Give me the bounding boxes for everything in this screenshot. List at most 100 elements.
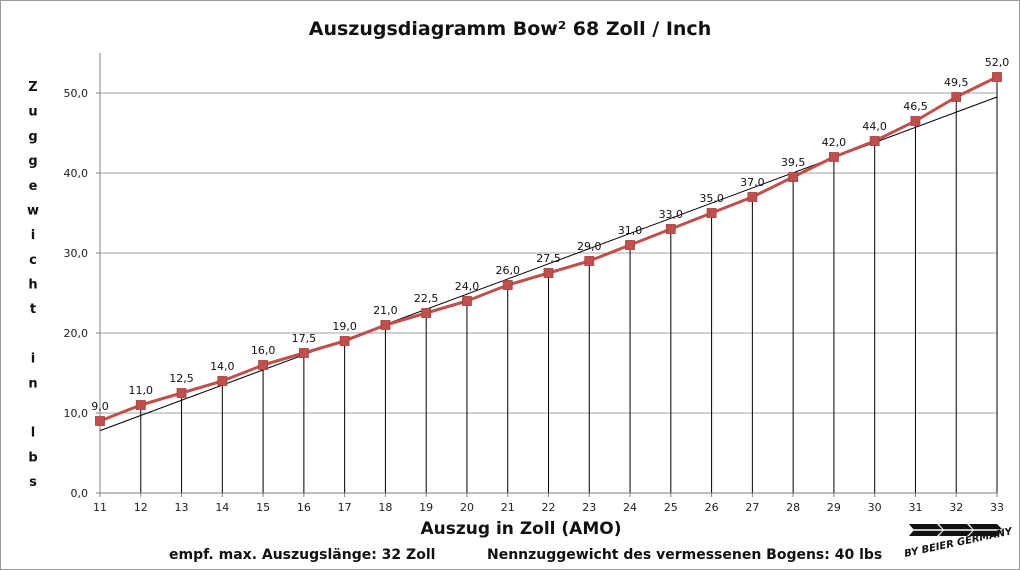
data-label: 17,5 — [292, 332, 317, 345]
data-label: 49,5 — [944, 76, 969, 89]
y-axis-label-char: s — [29, 475, 37, 490]
y-tick-label: 30,0 — [64, 247, 89, 260]
data-label: 37,0 — [740, 176, 765, 189]
x-tick-label: 19 — [419, 501, 433, 514]
x-tick-label: 13 — [175, 501, 189, 514]
y-axis-label-char: t — [30, 302, 36, 317]
data-label: 14,0 — [210, 360, 235, 373]
x-tick-label: 20 — [460, 501, 474, 514]
x-tick-label: 16 — [297, 501, 311, 514]
y-axis-label-char: u — [28, 105, 37, 120]
arrow-logo-icon — [907, 524, 1003, 536]
data-point-marker — [665, 224, 676, 234]
x-tick-label: 18 — [378, 501, 392, 514]
y-tick-label: 50,0 — [64, 87, 89, 100]
data-label: 44,0 — [862, 120, 887, 133]
data-labels: 9,0 11,0 12,5 14,0 16,0 17,5 19,0 21,0 22,5 24,0 2… — [91, 56, 1009, 413]
data-point-marker — [910, 116, 921, 126]
data-point-marker — [421, 308, 432, 318]
x-tick-label: 28 — [786, 501, 800, 514]
y-axis-label-char: Z — [28, 80, 37, 95]
y-axis-label-char: l — [31, 426, 35, 441]
y-axis-label-char: b — [28, 450, 37, 465]
data-label: 29,0 — [577, 240, 602, 253]
data-label: 46,5 — [903, 100, 928, 113]
data-label: 11,0 — [129, 384, 154, 397]
x-tick-label: 29 — [827, 501, 841, 514]
x-tick-labels: 11 12 13 14 15 16 17 18 19 20 21 22 23 24 25 26 27 28 29 30… — [93, 493, 1004, 514]
y-axis-label-char — [31, 401, 36, 416]
data-point-marker — [217, 376, 228, 386]
x-tick-label: 27 — [745, 501, 759, 514]
data-point-marker — [788, 172, 799, 182]
y-axis-label-char: n — [28, 376, 37, 391]
gridlines — [100, 92, 997, 414]
y-tick-label: 20,0 — [64, 327, 89, 340]
data-point-marker — [135, 400, 146, 410]
data-point-marker — [869, 136, 880, 146]
data-label: 31,0 — [618, 224, 643, 237]
data-point-marker — [625, 240, 635, 250]
x-tick-label: 25 — [664, 501, 678, 514]
data-point-marker — [706, 208, 717, 218]
data-label: 19,0 — [332, 320, 357, 333]
y-tick-label: 0,0 — [71, 487, 89, 500]
x-tick-label: 32 — [949, 501, 963, 514]
data-point-marker — [951, 92, 962, 102]
y-axis-label-char: i — [31, 352, 35, 367]
data-label: 9,0 — [91, 400, 109, 413]
data-point-marker — [380, 320, 391, 330]
data-label: 42,0 — [822, 136, 847, 149]
data-label: 26,0 — [495, 264, 520, 277]
data-point-marker — [747, 192, 758, 202]
y-axis-label-char — [31, 327, 36, 342]
chart-title: Auszugsdiagramm Bow² 68 Zoll / Inch — [309, 18, 711, 40]
y-axis-label-char: i — [31, 228, 35, 243]
data-point-marker — [176, 388, 187, 398]
data-point-marker — [462, 296, 472, 306]
data-label: 35,0 — [699, 192, 724, 205]
data-label: 24,0 — [455, 280, 480, 293]
data-label: 21,0 — [373, 304, 398, 317]
data-point-marker — [502, 280, 513, 290]
data-point-marker — [339, 336, 350, 346]
x-tick-label: 21 — [501, 501, 515, 514]
y-axis-label-char: g — [28, 154, 37, 169]
data-label: 27,5 — [536, 252, 561, 265]
x-tick-label: 23 — [582, 501, 596, 514]
beier-logo: BY BEIER GERMANY — [903, 524, 1015, 560]
data-point-marker — [829, 152, 839, 162]
x-tick-label: 15 — [256, 501, 270, 514]
data-point-marker — [258, 360, 268, 370]
x-tick-label: 22 — [542, 501, 556, 514]
data-point-marker — [543, 268, 554, 278]
data-label: 39,5 — [781, 156, 806, 169]
data-label: 33,0 — [659, 208, 684, 221]
data-label: 22,5 — [414, 292, 439, 305]
data-label: 16,0 — [251, 344, 276, 357]
max-draw-note: empf. max. Auszugslänge: 32 Zoll — [169, 547, 435, 563]
nominal-weight-note: Nennzuggewicht des vermessenen Bogens: 4… — [487, 547, 882, 563]
y-axis-label-char: w — [27, 203, 39, 218]
y-tick-labels: 0,0 10,0 20,0 30,0 40,0 50,0 — [64, 87, 100, 500]
data-markers — [95, 72, 1002, 426]
x-tick-label: 24 — [623, 501, 637, 514]
y-tick-label: 40,0 — [64, 167, 89, 180]
y-axis-label-char: h — [28, 278, 37, 293]
y-axis-label-char: c — [29, 253, 37, 268]
data-point-marker — [992, 72, 1002, 82]
y-tick-label: 10,0 — [64, 407, 89, 420]
x-tick-label: 30 — [868, 501, 882, 514]
data-point-marker — [584, 256, 595, 266]
x-tick-label: 17 — [338, 501, 352, 514]
y-axis-label-char: g — [28, 129, 37, 144]
data-point-marker — [95, 416, 105, 426]
data-label: 12,5 — [169, 372, 194, 385]
x-tick-label: 31 — [908, 501, 922, 514]
data-label: 52,0 — [985, 56, 1010, 69]
y-axis-label-char: e — [29, 179, 38, 194]
x-tick-label: 11 — [93, 501, 107, 514]
